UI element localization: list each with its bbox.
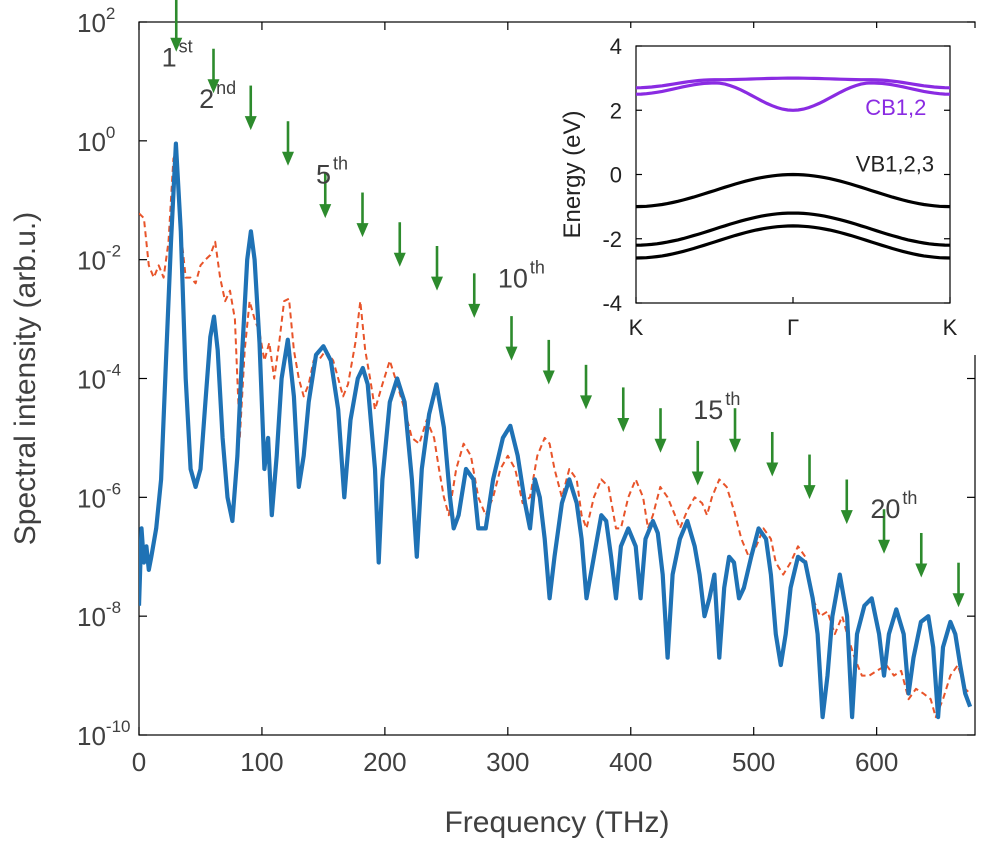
y-tick-label: 100 [77,123,115,157]
band-line-vb2 [635,211,951,247]
y-tick-label: 10-2 [77,242,121,276]
harmonic-arrow-head [691,471,704,486]
harmonic-arrow-head [654,438,667,453]
inset-y-tick-label: 0 [610,163,622,188]
y-tick-label: 10-6 [77,479,121,513]
inset-x-tick-label: Γ [787,315,799,340]
harmonic-arrow-head [952,593,965,608]
harmonic-arrow-head [505,346,518,361]
harmonic-arrow-head [244,116,257,131]
harmonic-arrow-head [542,370,555,385]
harmonic-arrow-head [356,223,369,238]
inset-y-tick-label: -2 [602,227,622,252]
inset-y-tick-label: -4 [602,291,622,316]
harmonic-arrow-head [803,485,816,500]
band-line-cb2 [635,81,951,112]
harmonic-arrow-head [766,462,779,477]
harmonic-arrow-head [915,563,928,578]
y-axis-title: Spectral intensity (arb.u.) [9,212,42,545]
inset-x-tick-label: K [629,315,644,340]
x-tick-label: 600 [855,747,898,777]
band-line-vb1 [635,172,951,209]
harmonic-arrow-head [170,37,183,52]
band-line-cb1 [635,76,951,90]
harmonic-arrow-head [580,395,593,410]
y-tick-label: 10-10 [77,717,131,751]
harmonic-arrow-head [729,438,742,453]
series-solid-line [139,141,973,720]
harmonic-arrow-head [878,539,891,554]
inset-band-structure: -4 -2 0 2 4 K Γ K Energy (eV) CB1,2 VB1,2,3 [559,28,976,355]
y-tick-label: 10-8 [77,598,121,632]
inset-y-tick-label: 2 [610,98,622,123]
x-tick-label: 300 [486,747,529,777]
band-line-vb3 [635,224,951,260]
y-tick-label: 102 [77,4,115,38]
x-tick-label: 500 [732,747,775,777]
x-tick-label: 400 [609,747,652,777]
harmonic-arrow-head [393,252,406,267]
cb-band-label: CB1,2 [865,95,926,120]
y-tick-label: 10-4 [77,361,121,395]
harmonic-arrow-head [617,417,630,432]
x-tick-label: 200 [363,747,406,777]
harmonic-arrow-head [840,510,853,525]
x-axis-title: Frequency (THz) [444,806,669,839]
harmonic-arrow-head [431,276,444,291]
main-plot: 0 100 200 300 400 500 600 102 100 10-2 10-4 10-6 10-… [9,0,976,839]
inset-y-tick-label: 4 [610,34,622,59]
inset-x-tick-label: K [943,315,958,340]
harmonic-arrow-head [207,79,220,94]
vb-band-label: VB1,2,3 [856,151,934,176]
harmonic-arrow-head [319,204,332,219]
harmonic-arrow-head [282,151,295,166]
x-tick-label: 100 [240,747,283,777]
x-tick-label: 0 [132,747,146,777]
inset-y-axis-title: Energy (eV) [559,110,586,238]
harmonic-arrow-head [468,303,481,318]
